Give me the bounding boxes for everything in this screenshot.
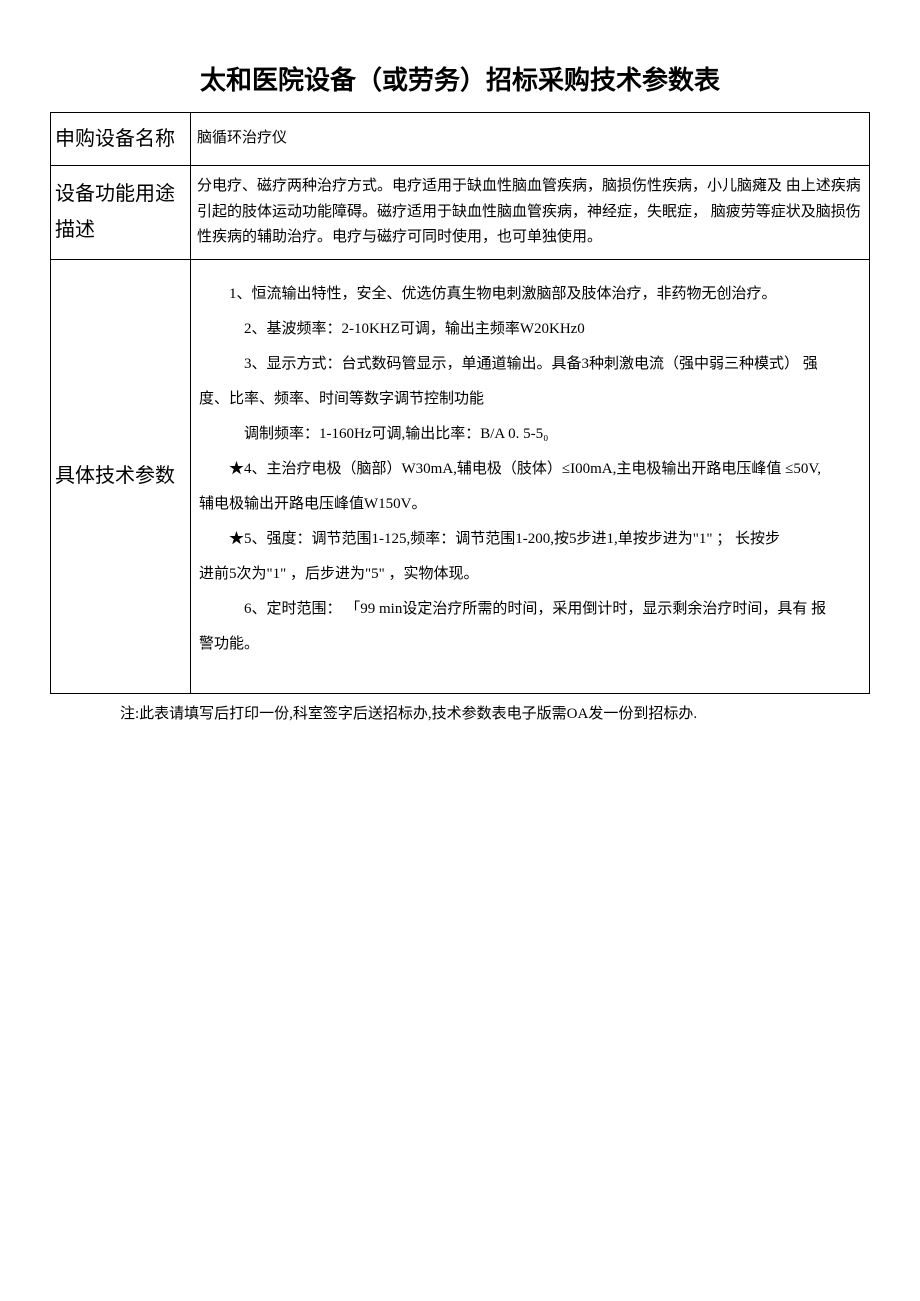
spec-line: 6、定时范围： 「99 min设定治疗所需的时间，采用倒计时，显示剩余治疗时间，… <box>199 593 861 626</box>
spec-content: 1、恒流输出特性，安全、优选仿真生物电刺激脑部及肢体治疗，非药物无创治疗。 2、… <box>191 259 870 693</box>
footer-note: 注:此表请填写后打印一份,科室签字后送招标办,技术参数表电子版需OA发一份到招标… <box>50 702 870 723</box>
spec-line: 警功能。 <box>199 628 861 661</box>
row-label: 具体技术参数 <box>51 259 191 693</box>
spec-line: ★5、强度：调节范围1-125,频率：调节范围1-200,按5步进1,单按步进为… <box>199 523 861 556</box>
spec-line: 1、恒流输出特性，安全、优选仿真生物电刺激脑部及肢体治疗，非药物无创治疗。 <box>199 278 861 311</box>
table-row: 设备功能用途描述 分电疗、磁疗两种治疗方式。电疗适用于缺血性脑血管疾病，脑损伤性… <box>51 166 870 260</box>
spec-line: 2、基波频率：2-10KHZ可调，输出主频率W20KHz0 <box>199 313 861 346</box>
page-title: 太和医院设备（或劳务）招标采购技术参数表 <box>50 60 870 97</box>
spec-line: 进前5次为"1" ，后步进为"5" ，实物体现。 <box>199 558 861 591</box>
table-row: 申购设备名称 脑循环治疗仪 <box>51 113 870 166</box>
row-content: 分电疗、磁疗两种治疗方式。电疗适用于缺血性脑血管疾病，脑损伤性疾病，小儿脑瘫及 … <box>191 166 870 260</box>
table-row: 具体技术参数 1、恒流输出特性，安全、优选仿真生物电刺激脑部及肢体治疗，非药物无… <box>51 259 870 693</box>
spec-line: 辅电极输出开路电压峰值W150V。 <box>199 488 861 521</box>
spec-line: ★4、主治疗电极（脑部）W30mA,辅电极（肢体）≤I00mA,主电极输出开路电… <box>199 453 861 486</box>
row-label: 设备功能用途描述 <box>51 166 191 260</box>
spec-line: 调制频率：1-160Hz可调,输出比率：B/A 0. 5-5₀ <box>199 418 861 451</box>
spec-line: 度、比率、频率、时间等数字调节控制功能 <box>199 383 861 416</box>
spec-table: 申购设备名称 脑循环治疗仪 设备功能用途描述 分电疗、磁疗两种治疗方式。电疗适用… <box>50 112 870 694</box>
spec-line: 3、显示方式：台式数码管显示，单通道输出。具备3种刺激电流（强中弱三种模式） 强 <box>199 348 861 381</box>
row-label: 申购设备名称 <box>51 113 191 166</box>
row-content: 脑循环治疗仪 <box>191 113 870 166</box>
